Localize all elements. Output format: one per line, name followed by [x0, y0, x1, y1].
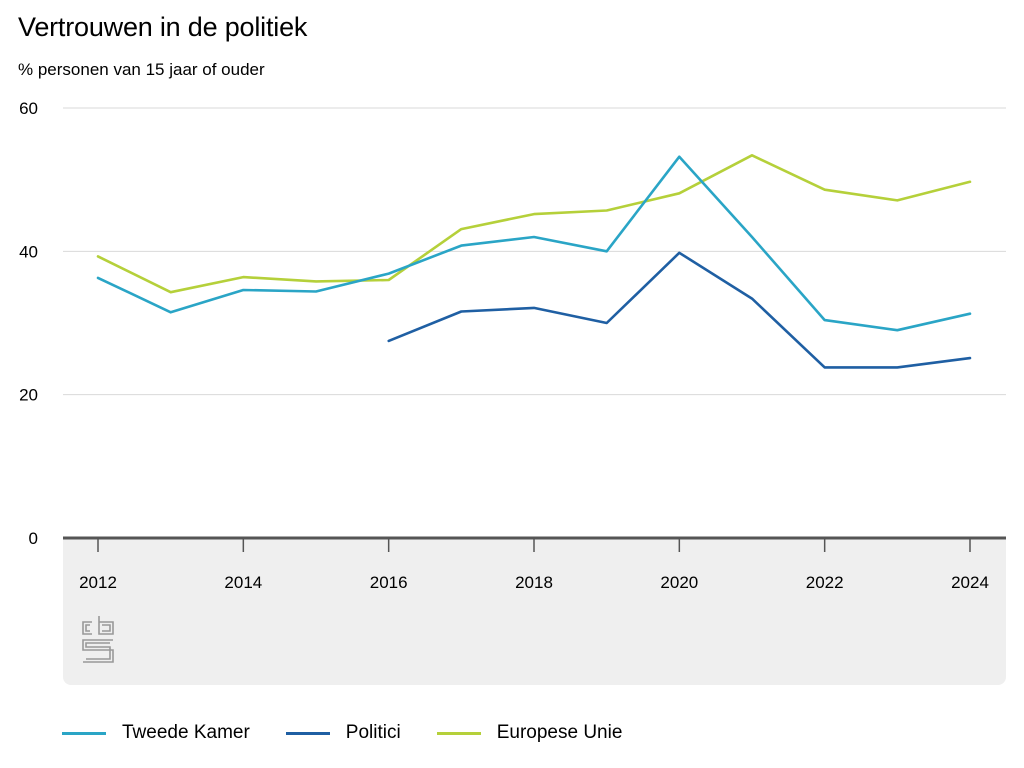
- x-tick-label: 2014: [224, 573, 262, 592]
- series-line-tweede-kamer: [96, 155, 972, 332]
- cbs-logo-b: [98, 616, 114, 635]
- legend-label: Politici: [345, 722, 401, 743]
- x-tick-label: 2012: [79, 573, 117, 592]
- legend-label: Europese Unie: [496, 722, 623, 743]
- cbs-logo-c: [82, 621, 92, 635]
- series-line-politici: [387, 251, 972, 369]
- x-tick-label: 2024: [951, 573, 989, 592]
- cbs-logo-c-inner: [85, 624, 90, 632]
- y-tick-label: 0: [29, 529, 38, 548]
- legend-swatch: [285, 731, 330, 735]
- y-tick-label: 60: [19, 99, 38, 118]
- cbs-logo-s-inner: [85, 642, 111, 660]
- x-tick-label: 2016: [370, 573, 408, 592]
- x-axis-panel: [63, 538, 1006, 685]
- legend-item-tweede-kamer: Tweede Kamer: [62, 722, 250, 744]
- x-tick-label: 2022: [806, 573, 844, 592]
- y-tick-label: 40: [19, 242, 38, 261]
- chart-title: Vertrouwen in de politiek: [18, 12, 308, 42]
- y-tick-label: 20: [19, 386, 38, 405]
- legend-swatch: [62, 731, 106, 735]
- legend-item-europese-unie: Europese Unie: [436, 722, 623, 744]
- legend-label: Tweede Kamer: [122, 722, 250, 743]
- x-tick-label: 2020: [660, 573, 698, 592]
- cbs-logo: [82, 616, 114, 663]
- legend-swatch: [436, 731, 481, 735]
- x-tick-label: 2018: [515, 573, 553, 592]
- cbs-logo-s: [82, 639, 114, 663]
- legend: Tweede Kamer Politici Europese Unie: [62, 722, 658, 744]
- cbs-logo-b-inner: [102, 624, 111, 632]
- chart-subtitle: % personen van 15 jaar of ouder: [18, 60, 265, 79]
- legend-item-politici: Politici: [285, 722, 401, 744]
- series-line-europese-unie: [96, 154, 972, 294]
